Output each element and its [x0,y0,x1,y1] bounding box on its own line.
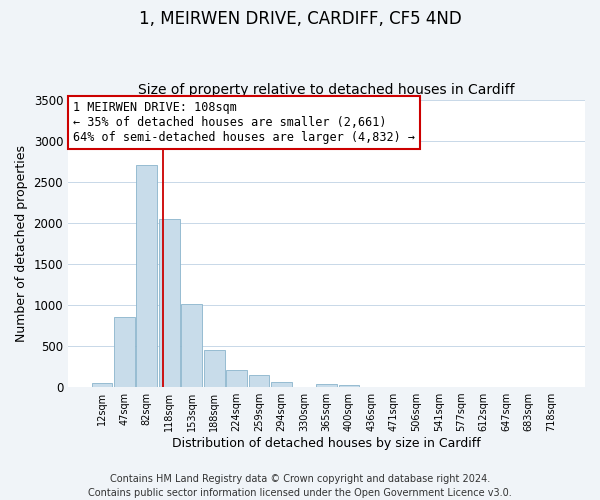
Text: 1, MEIRWEN DRIVE, CARDIFF, CF5 4ND: 1, MEIRWEN DRIVE, CARDIFF, CF5 4ND [139,10,461,28]
Bar [136,166,157,387]
Bar [181,304,202,387]
Bar [338,386,359,387]
Text: Contains HM Land Registry data © Crown copyright and database right 2024.
Contai: Contains HM Land Registry data © Crown c… [88,474,512,498]
Bar [159,218,179,387]
Bar [114,318,134,387]
Bar [204,350,224,387]
Text: 1 MEIRWEN DRIVE: 108sqm
← 35% of detached houses are smaller (2,661)
64% of semi: 1 MEIRWEN DRIVE: 108sqm ← 35% of detache… [73,101,415,144]
Y-axis label: Number of detached properties: Number of detached properties [15,145,28,342]
Bar [249,375,269,387]
Bar [316,384,337,387]
X-axis label: Distribution of detached houses by size in Cardiff: Distribution of detached houses by size … [172,437,481,450]
Bar [92,382,112,387]
Bar [226,370,247,387]
Bar [271,382,292,387]
Title: Size of property relative to detached houses in Cardiff: Size of property relative to detached ho… [138,83,515,97]
